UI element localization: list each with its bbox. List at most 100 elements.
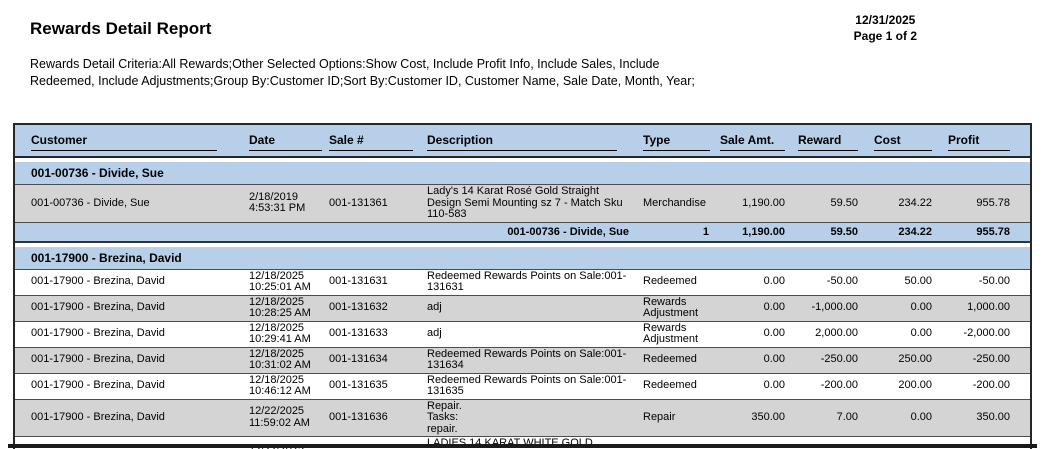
cell-cost: 0.00 — [862, 321, 936, 348]
cell-description: adj — [423, 295, 633, 322]
table-row: 001-00736 - Divide, Sue 2/18/2019 4:53:31 … — [15, 184, 1030, 223]
column-header-customer: Customer — [15, 125, 237, 158]
cell-cost: 50.00 — [862, 269, 936, 296]
section-spacer — [15, 241, 1030, 247]
criteria-line-1: Rewards Detail Criteria:All Rewards;Othe… — [30, 57, 660, 71]
summary-count: 1 — [633, 222, 713, 243]
cell-customer: 001-17900 - Brezina, David — [15, 399, 237, 437]
time-value: 4:53:31 PM — [249, 202, 306, 215]
cell-cost: 0.00 — [862, 399, 936, 437]
group-header-row: 001-17900 - Brezina, David — [15, 246, 1030, 270]
table-row: 001-17900 - Brezina, David 12/18/2025 10:2… — [15, 295, 1030, 322]
criteria-line-2: Redeemed, Include Adjustments;Group By:C… — [30, 74, 695, 88]
table-row: 001-17900 - Brezina, David 12/18/2025 10:2… — [15, 321, 1030, 348]
cell-date: 12/18/2025 10:28:25 AM — [237, 295, 325, 322]
cell-sale-number: 001-131633 — [325, 321, 423, 348]
print-date: 12/31/2025 — [855, 13, 916, 27]
time-value: 10:25:01 AM — [249, 281, 311, 293]
cell-type: Redeemed — [633, 347, 713, 374]
time-value: 11:59:02 AM — [249, 416, 310, 429]
cell-cost: 250.00 — [862, 347, 936, 374]
cell-date: 2/18/2019 4:53:31 PM — [237, 184, 325, 223]
date-value: 12/18/2025 — [249, 373, 305, 386]
table-row: 001-17900 - Brezina, David 12/18/2025 10:2… — [15, 269, 1030, 296]
cell-profit: 955.78 — [936, 184, 1030, 223]
cell-description: Redeemed Rewards Points on Sale:001-1316… — [423, 373, 633, 400]
cell-description: Lady's 14 Karat Rosé Gold Straight Desig… — [423, 184, 633, 223]
summary-label: 001-00736 - Divide, Sue — [15, 222, 633, 243]
page-bottom-edge — [8, 444, 1037, 448]
date-value: 12/18/2025 — [249, 295, 305, 308]
cell-date: 12/18/2025 10:46:12 AM — [237, 373, 325, 400]
cell-type: Redeemed — [633, 269, 713, 296]
cell-date: 12/18/2025 10:31:02 AM — [237, 347, 325, 374]
section-spacer — [15, 157, 1030, 162]
cell-customer: 001-17900 - Brezina, David — [15, 269, 237, 296]
cell-reward: 7.00 — [789, 399, 862, 437]
group-summary-row: 001-00736 - Divide, Sue 1 1,190.00 59.50 234… — [15, 222, 1030, 243]
time-value: 10:46:12 AM — [249, 385, 311, 397]
cell-sale-number: 001-131361 — [325, 184, 423, 223]
cell-sale-number: 001-131631 — [325, 269, 423, 296]
table-header: Customer Date Sale # Description Type Sale Am… — [15, 125, 1030, 158]
cell-profit: -50.00 — [936, 269, 1030, 296]
group-header-label: 001-00736 - Divide, Sue — [15, 162, 1030, 185]
cell-sale-number: 001-131634 — [325, 347, 423, 374]
date-value: 12/18/2025 — [249, 321, 305, 334]
column-header-reward: Reward — [789, 125, 862, 158]
summary-reward: 59.50 — [789, 222, 862, 243]
cell-date: 12/18/2025 10:25:01 AM — [237, 269, 325, 296]
cell-profit: -2,000.00 — [936, 321, 1030, 348]
cell-customer: 001-00736 - Divide, Sue — [15, 184, 237, 223]
cell-sale-amt: 0.00 — [713, 269, 789, 296]
time-value: 10:28:25 AM — [249, 307, 311, 319]
cell-reward: -250.00 — [789, 347, 862, 374]
cell-type: Repair — [633, 399, 713, 437]
cell-sale-amt: 350.00 — [713, 399, 789, 437]
date-value: 12/18/2025 — [249, 347, 305, 360]
cell-reward: -1,000.00 — [789, 295, 862, 322]
column-header-row: Customer Date Sale # Description Type Sale Am… — [15, 125, 1030, 158]
cell-reward: -50.00 — [789, 269, 862, 296]
time-value: 10:29:41 AM — [249, 333, 311, 345]
group-header-label: 001-17900 - Brezina, David — [15, 246, 1030, 270]
cell-customer: 001-17900 - Brezina, David — [15, 347, 237, 374]
cell-sale-number: 001-131636 — [325, 399, 423, 437]
column-header-sale-amt: Sale Amt. — [713, 125, 789, 158]
cell-profit: 350.00 — [936, 399, 1030, 437]
print-date-page-block: 12/31/2025 Page 1 of 2 — [854, 12, 917, 44]
cell-sale-amt: 0.00 — [713, 373, 789, 400]
cell-cost: 234.22 — [862, 184, 936, 223]
cell-reward: -200.00 — [789, 373, 862, 400]
cell-reward: 59.50 — [789, 184, 862, 223]
summary-sale-amt: 1,190.00 — [713, 222, 789, 243]
report-criteria: Rewards Detail Criteria:All Rewards;Othe… — [30, 56, 695, 90]
column-header-type: Type — [633, 125, 713, 158]
cell-sale-amt: 0.00 — [713, 347, 789, 374]
column-header-cost: Cost — [862, 125, 936, 158]
cell-description: Redeemed Rewards Points on Sale:001-1316… — [423, 269, 633, 296]
date-value: 2/18/2019 — [249, 190, 298, 203]
table-row: 001-17900 - Brezina, David 12/18/2025 10:3… — [15, 347, 1030, 374]
cell-type: Redeemed — [633, 373, 713, 400]
page-number: Page 1 of 2 — [853, 29, 917, 43]
summary-profit: 955.78 — [936, 222, 1030, 243]
cell-sale-number: 001-131632 — [325, 295, 423, 322]
cell-customer: 001-17900 - Brezina, David — [15, 321, 237, 348]
cell-sale-amt: 1,190.00 — [713, 184, 789, 223]
cell-type: Merchandise — [633, 184, 713, 223]
cell-profit: -250.00 — [936, 347, 1030, 374]
time-value: 10:31:02 AM — [249, 359, 311, 371]
cell-date: 12/18/2025 10:29:41 AM — [237, 321, 325, 348]
cell-description: adj — [423, 321, 633, 348]
cell-profit: 1,000.00 — [936, 295, 1030, 322]
table-row: 001-17900 - Brezina, David 12/18/2025 10:4… — [15, 373, 1030, 400]
group-header-row: 001-00736 - Divide, Sue — [15, 162, 1030, 185]
cell-sale-number: 001-131635 — [325, 373, 423, 400]
summary-cost: 234.22 — [862, 222, 936, 243]
column-header-description: Description — [423, 125, 633, 158]
cell-reward: 2,000.00 — [789, 321, 862, 348]
spacer-cell — [15, 241, 1030, 247]
column-header-date: Date — [237, 125, 325, 158]
